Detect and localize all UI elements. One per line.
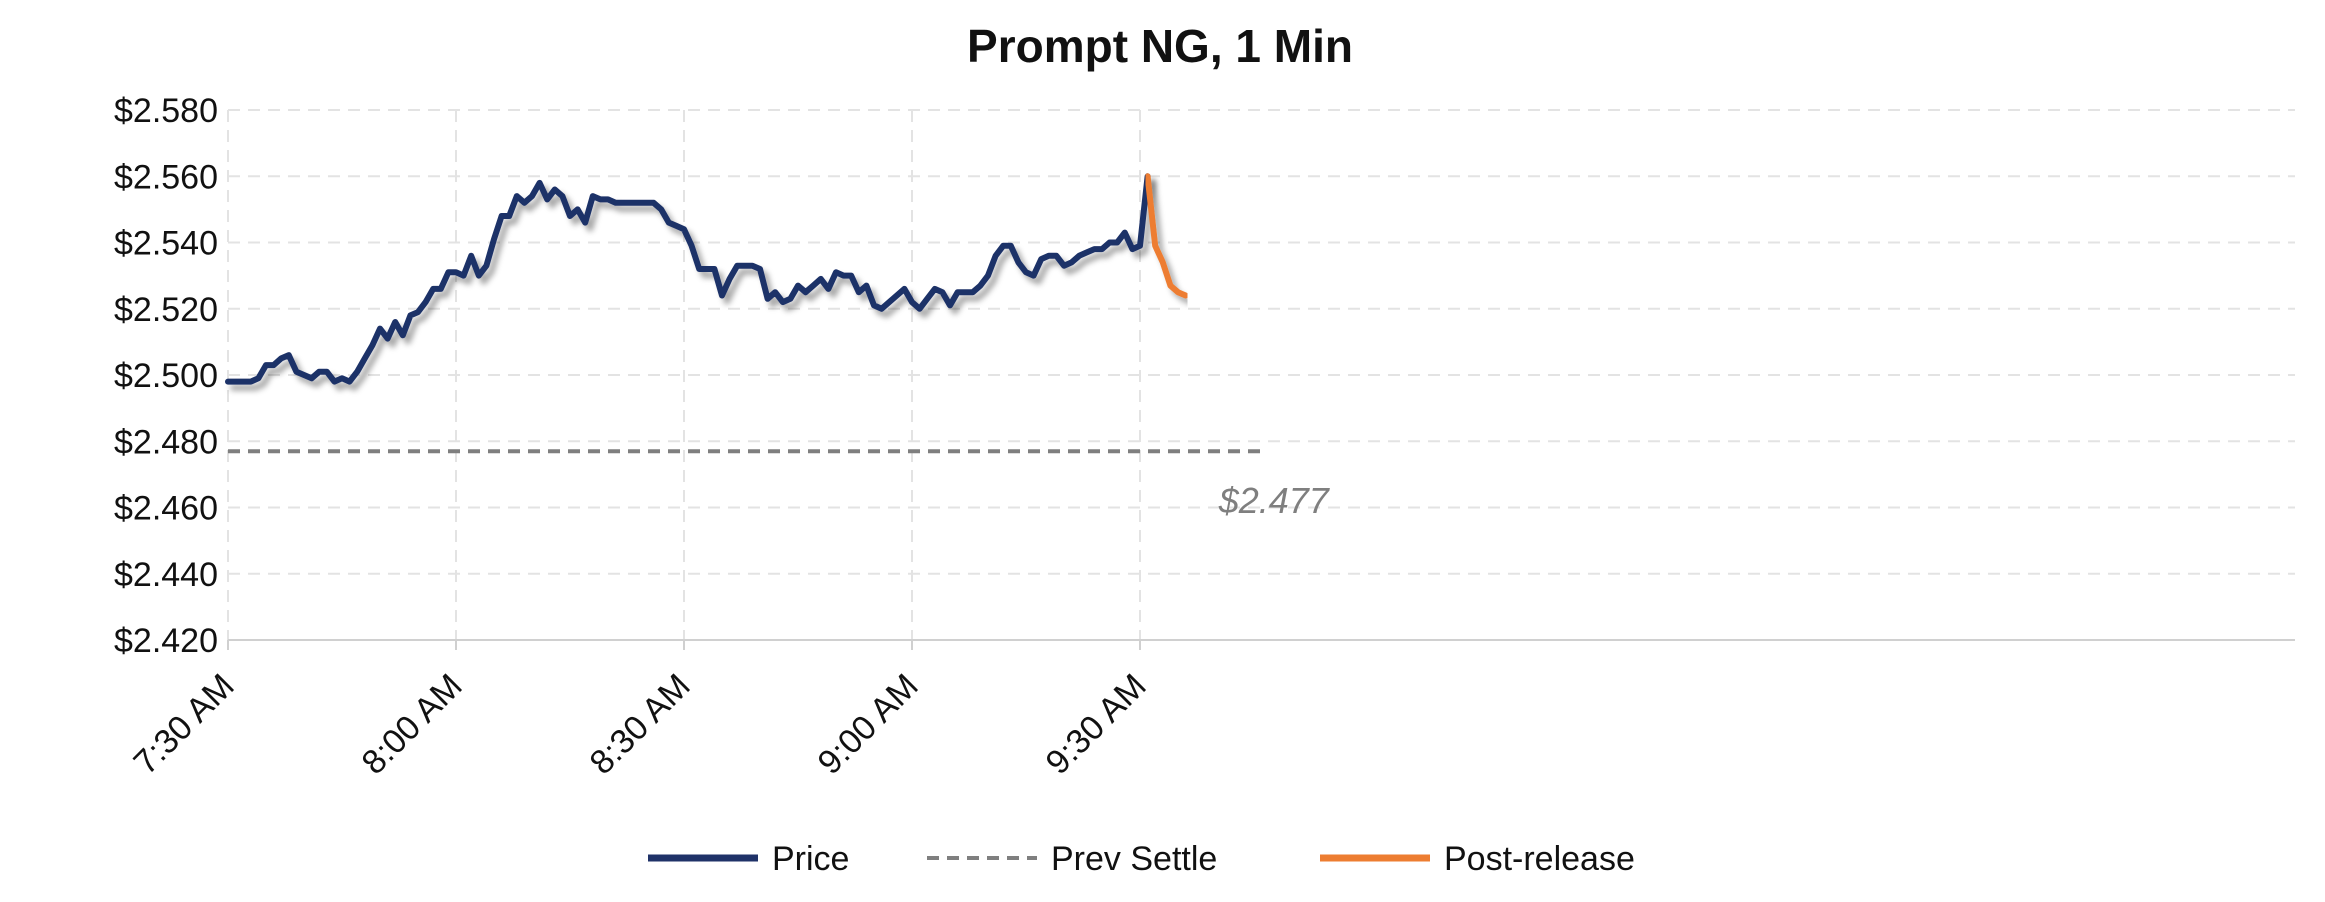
legend-item-price: Price	[648, 840, 849, 878]
y-tick-label: $2.480	[114, 423, 218, 461]
x-tick-label: 7:30 AM	[127, 667, 242, 782]
annotations: $2.477	[1218, 480, 1331, 521]
y-axis-ticks: $2.580 $2.560 $2.540 $2.520 $2.500 $2.480 $2.4…	[114, 92, 218, 660]
series-group	[225, 173, 1262, 454]
y-tick-label: $2.440	[114, 556, 218, 594]
x-tick-label: 8:00 AM	[355, 667, 470, 782]
y-tick-label: $2.520	[114, 291, 218, 329]
y-tick-label: $2.500	[114, 357, 218, 395]
y-tick-label: $2.460	[114, 490, 218, 528]
y-tick-label: $2.540	[114, 225, 218, 263]
legend-label: Price	[772, 840, 849, 878]
chart-title: Prompt NG, 1 Min	[967, 20, 1353, 72]
x-tick-label: 9:30 AM	[1039, 667, 1154, 782]
x-axis: 7:30 AM 8:00 AM 8:30 AM 9:00 AM 9:30 AM	[127, 639, 2295, 782]
legend-label: Post-release	[1444, 840, 1635, 878]
series-post-release	[1144, 173, 1189, 299]
legend-item-post-release: Post-release	[1320, 840, 1635, 878]
x-tick-label: 9:00 AM	[811, 667, 926, 782]
legend-label: Prev Settle	[1051, 840, 1217, 878]
legend-item-prev-settle: Prev Settle	[927, 840, 1217, 878]
prev-settle-annotation: $2.477	[1218, 480, 1331, 521]
y-tick-label: $2.560	[114, 158, 218, 196]
x-tick-label: 8:30 AM	[583, 667, 698, 782]
y-tick-label: $2.420	[114, 622, 218, 660]
legend: Price Prev Settle Post-release	[648, 840, 1635, 878]
gridlines	[227, 109, 2295, 640]
series-price	[225, 173, 1151, 385]
y-tick-label: $2.580	[114, 92, 218, 130]
